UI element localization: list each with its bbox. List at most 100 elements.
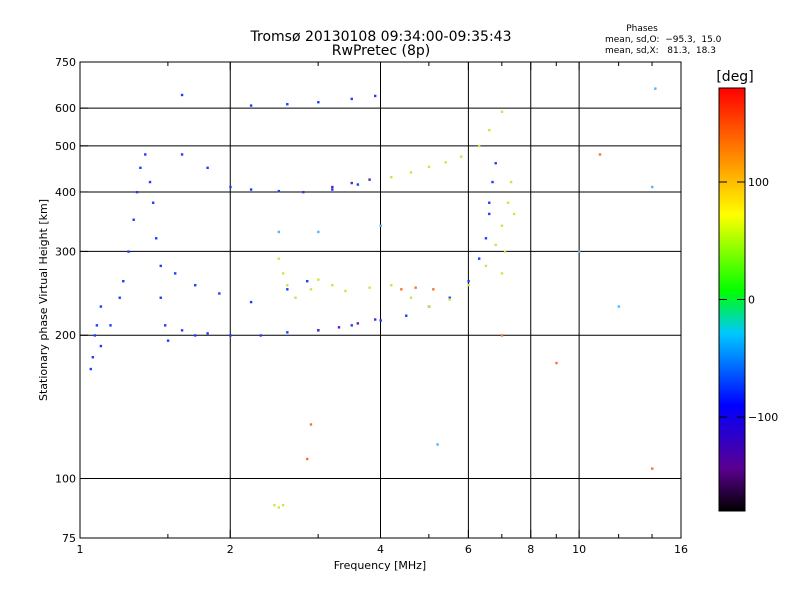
data-point [194, 334, 197, 337]
data-point [390, 175, 393, 179]
data-point [229, 185, 232, 189]
data-point [122, 280, 125, 283]
data-point [477, 257, 481, 260]
data-point [331, 185, 334, 189]
data-point [89, 367, 92, 371]
x-tick-label: 2 [227, 543, 234, 556]
data-point [368, 286, 371, 289]
data-point [494, 243, 497, 247]
data-point [317, 101, 320, 104]
data-point [277, 506, 281, 509]
data-point [374, 318, 377, 321]
grid-lines [80, 61, 682, 538]
data-point [350, 97, 353, 101]
data-point [379, 224, 382, 227]
data-point [484, 264, 488, 268]
data-point [206, 332, 209, 335]
stats-header: Phases [626, 24, 658, 34]
data-point [259, 334, 262, 337]
data-points [89, 87, 657, 509]
data-point [218, 292, 221, 295]
data-point [317, 278, 320, 281]
data-point [294, 296, 297, 299]
data-point [488, 212, 491, 216]
data-point [173, 272, 177, 275]
data-point [139, 166, 142, 169]
data-point [500, 110, 504, 114]
data-point [500, 334, 504, 337]
data-point [306, 280, 309, 283]
data-point [467, 280, 470, 283]
data-point [159, 296, 162, 299]
data-point [444, 161, 447, 164]
data-point [506, 201, 510, 204]
data-point [277, 230, 281, 234]
data-point [144, 153, 147, 156]
data-point [249, 104, 253, 107]
data-point [148, 180, 152, 184]
data-point [494, 162, 497, 165]
data-point [277, 189, 281, 193]
y-axis-ticks: 75 100 200 300 400 500 600 750 [55, 56, 88, 545]
chart-title: Tromsø 20130108 09:34:00-09:35:43 [250, 29, 512, 45]
data-point [151, 201, 155, 204]
y-tick-label: 500 [55, 140, 76, 153]
data-point [578, 250, 581, 253]
data-point [95, 324, 99, 327]
data-point [281, 272, 285, 275]
data-point [344, 289, 347, 293]
data-point [409, 171, 413, 174]
data-point [436, 443, 439, 446]
data-point [302, 190, 305, 194]
stats-line-x: mean, sd,X: 81.3, 18.3 [605, 46, 716, 56]
data-point [484, 237, 488, 240]
x-axis-ticks: 1 2 4 6 8 10 16 [77, 62, 688, 556]
data-point [118, 296, 121, 299]
data-point [286, 284, 289, 287]
y-tick-label: 300 [55, 245, 76, 258]
data-point [163, 324, 167, 327]
data-point [448, 298, 451, 301]
y-tick-label: 750 [55, 56, 76, 69]
data-point [427, 165, 431, 169]
data-point [127, 250, 130, 253]
data-point [159, 264, 162, 268]
data-point [109, 324, 112, 327]
colorbar-label: [deg] [716, 69, 753, 85]
colorbar-tick-label: 0 [748, 294, 755, 307]
data-point [180, 329, 184, 332]
data-point [651, 185, 654, 189]
data-point [249, 300, 253, 304]
data-point [500, 272, 504, 275]
data-point [400, 288, 403, 291]
data-point [350, 181, 353, 185]
data-point [155, 237, 158, 240]
data-point [500, 224, 504, 227]
data-point [512, 212, 516, 216]
x-tick-label: 10 [572, 543, 586, 556]
chart-subtitle: RwPretec (8p) [332, 43, 430, 59]
data-point [286, 103, 289, 106]
data-point [448, 296, 451, 299]
data-point [249, 188, 253, 191]
data-point [467, 284, 470, 287]
x-tick-label: 6 [465, 543, 472, 556]
data-point [93, 334, 97, 337]
colorbar-ticks: 100 0 −100 [719, 176, 778, 424]
data-point [180, 153, 184, 156]
data-point [99, 305, 103, 308]
data-point [317, 230, 320, 234]
data-point [206, 166, 209, 169]
data-point [135, 190, 139, 194]
data-point [491, 180, 494, 184]
data-point [277, 257, 281, 260]
data-point [286, 331, 289, 334]
data-point [132, 218, 135, 221]
data-point [379, 319, 382, 322]
data-point [654, 87, 657, 90]
data-point [309, 288, 313, 291]
data-point [427, 305, 431, 308]
data-point [617, 305, 621, 308]
data-point [331, 188, 334, 191]
